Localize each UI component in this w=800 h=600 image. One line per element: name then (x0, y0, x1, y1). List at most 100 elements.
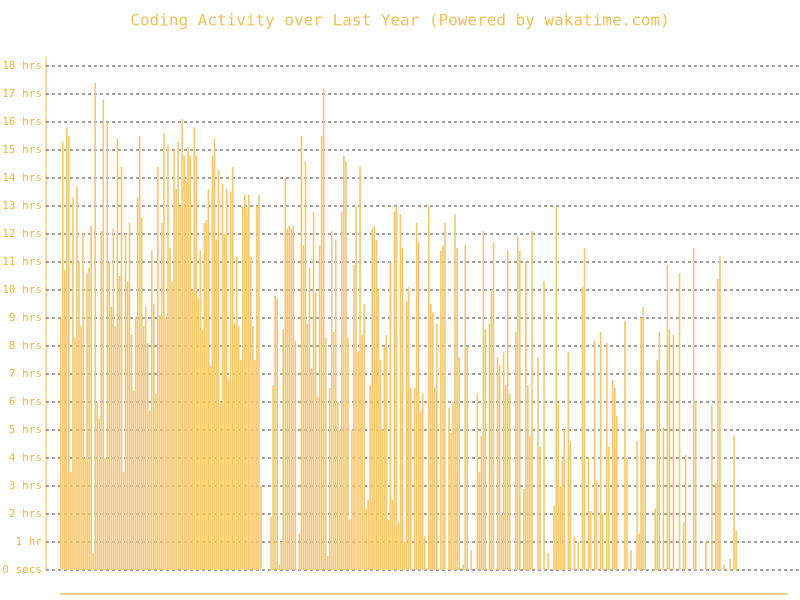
bar (423, 536, 426, 570)
bar (389, 262, 392, 570)
bar (298, 533, 301, 570)
bar (611, 379, 614, 570)
bar (678, 273, 681, 570)
bar (555, 206, 557, 570)
bar (165, 318, 167, 570)
bar (225, 189, 228, 570)
bar (654, 508, 657, 570)
bar (326, 556, 329, 570)
bar (397, 522, 400, 570)
bar (322, 88, 325, 571)
bar (260, 486, 262, 570)
bar (116, 138, 119, 571)
bar (415, 222, 418, 571)
bar (733, 435, 735, 570)
bar (355, 206, 357, 570)
bar (150, 250, 153, 571)
bar (614, 388, 616, 570)
bar (729, 558, 731, 570)
bar (88, 267, 90, 570)
bar (626, 458, 628, 570)
bar (72, 197, 74, 570)
bar (589, 511, 592, 570)
bar (464, 245, 467, 570)
bar (523, 488, 525, 570)
y-tick-label: 17 hrs (2, 87, 42, 100)
bar (153, 304, 155, 570)
y-tick-label: 3 hrs (9, 479, 42, 492)
bar (258, 194, 260, 571)
bar (347, 337, 349, 570)
bar (104, 458, 107, 570)
bar (120, 166, 123, 571)
bar (405, 301, 408, 570)
bar (96, 402, 99, 570)
bar (518, 250, 521, 571)
bar (365, 508, 367, 570)
bar (219, 402, 222, 570)
bar (715, 483, 717, 570)
bar (243, 194, 246, 571)
bar (442, 245, 444, 570)
bar (84, 458, 86, 570)
bar (339, 430, 341, 570)
bar (209, 365, 212, 570)
bar (310, 368, 313, 570)
bar (387, 519, 390, 570)
bar (369, 385, 371, 570)
bar (337, 402, 339, 570)
bar (161, 222, 163, 571)
bar (735, 530, 737, 570)
bar (444, 222, 446, 571)
bar (304, 161, 307, 570)
bar (692, 248, 695, 570)
bar (250, 256, 252, 570)
bar (64, 270, 66, 570)
bar (306, 323, 309, 570)
bar (531, 231, 533, 570)
y-tick-label: 12 hrs (2, 227, 42, 240)
bar (80, 326, 82, 570)
bar (502, 351, 505, 570)
bar (169, 248, 171, 570)
bar (177, 141, 179, 570)
bar (278, 564, 280, 570)
bar (62, 141, 64, 570)
bar (130, 334, 133, 570)
bar (163, 133, 165, 570)
bar (557, 404, 560, 570)
bar (498, 365, 501, 570)
bar (601, 514, 604, 570)
bar (391, 500, 394, 570)
bar (136, 197, 139, 570)
bar (694, 402, 697, 570)
bar (276, 298, 278, 570)
bar (478, 472, 481, 570)
bar (717, 278, 719, 570)
bar (527, 385, 529, 570)
bar (213, 138, 216, 571)
bar (308, 267, 311, 570)
bar (421, 393, 424, 570)
bar (248, 194, 250, 571)
bar (197, 298, 200, 570)
y-tick-label: 11 hrs (2, 255, 42, 268)
bar (211, 155, 214, 570)
bar (361, 334, 363, 570)
bar (377, 290, 380, 570)
bar (351, 430, 353, 570)
bar (292, 225, 295, 570)
bar (583, 248, 586, 570)
bar (221, 183, 224, 570)
bar (155, 393, 157, 570)
y-tick-label: 4 hrs (9, 451, 42, 464)
bar (581, 287, 584, 570)
bar (704, 542, 707, 570)
bar (324, 337, 327, 570)
bar (636, 441, 638, 570)
bar (644, 430, 646, 570)
bar (456, 248, 458, 570)
bar (599, 332, 602, 570)
bar (167, 144, 169, 570)
